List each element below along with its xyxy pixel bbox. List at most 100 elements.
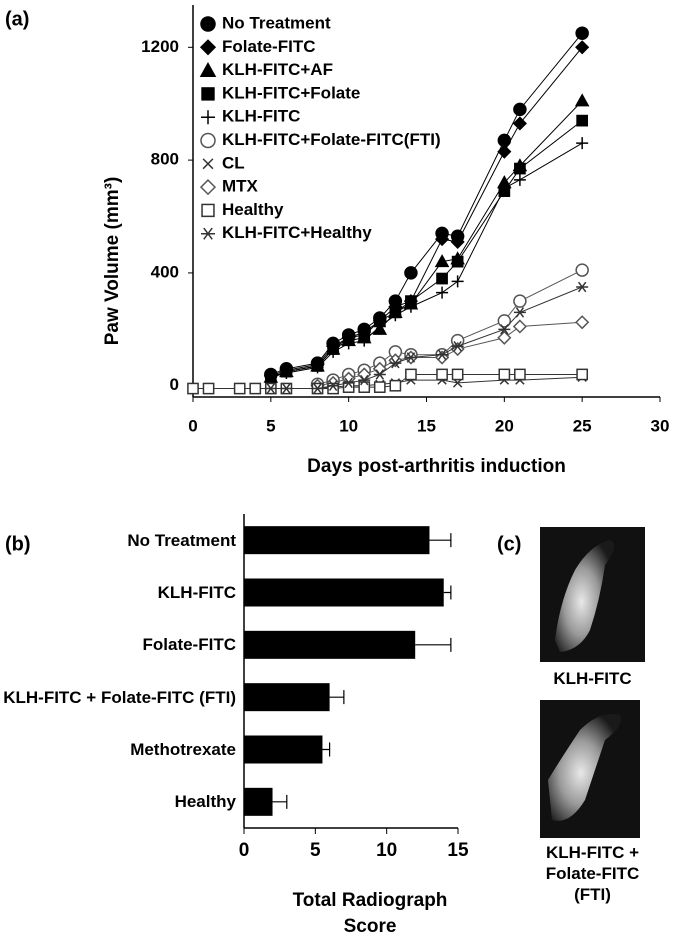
marker-shape xyxy=(280,383,293,394)
marker-shape xyxy=(451,275,464,288)
marker xyxy=(451,275,464,288)
marker-shape xyxy=(201,203,215,218)
marker xyxy=(434,254,450,268)
series-line xyxy=(270,142,583,378)
marker xyxy=(404,300,417,313)
y-tick-label: Folate-FITC xyxy=(142,635,237,655)
marker-shape xyxy=(497,330,512,345)
marker xyxy=(404,266,418,280)
marker xyxy=(497,314,512,328)
error-bar xyxy=(429,533,452,548)
panel-label: (c) xyxy=(497,533,521,555)
marker xyxy=(436,286,449,299)
image-caption: KLH-FITC + Folate-FITC (FTI) xyxy=(545,843,640,904)
marker-shape xyxy=(200,132,216,149)
marker xyxy=(199,62,217,77)
marker xyxy=(451,340,464,352)
marker-shape xyxy=(342,337,355,350)
panel-label: (a) xyxy=(5,8,29,30)
marker xyxy=(436,349,449,360)
marker-shape xyxy=(358,381,371,393)
marker-shape xyxy=(249,382,262,395)
marker xyxy=(575,315,590,330)
marker-shape xyxy=(201,227,215,240)
marker-shape xyxy=(576,114,589,127)
marker-shape xyxy=(404,266,418,280)
marker-shape xyxy=(436,349,449,360)
marker-shape xyxy=(264,371,277,384)
legend-label: KLH-FITC+Healthy xyxy=(222,223,372,242)
marker-shape xyxy=(389,309,402,322)
marker xyxy=(497,144,512,159)
marker xyxy=(327,382,339,395)
marker-shape xyxy=(327,380,340,391)
legend-label: KLH-FITC xyxy=(222,107,300,126)
x-tick-label: 15 xyxy=(447,840,469,861)
y-tick-label: KLH-FITC xyxy=(157,583,236,602)
marker-shape xyxy=(514,162,526,175)
marker-shape xyxy=(450,234,465,249)
marker-shape xyxy=(311,361,324,374)
marker-shape xyxy=(497,314,512,328)
marker-shape xyxy=(201,110,215,125)
y-tick-label: Healthy xyxy=(174,792,236,812)
x-tick-label: 15 xyxy=(417,416,436,435)
marker-shape xyxy=(199,39,217,56)
marker-shape xyxy=(202,158,214,170)
marker xyxy=(512,319,527,334)
marker-shape xyxy=(327,382,339,395)
marker-shape xyxy=(498,182,511,195)
error-bar xyxy=(329,690,345,705)
marker-shape xyxy=(373,369,386,380)
x-tick-label: 10 xyxy=(376,840,397,861)
marker xyxy=(327,380,340,391)
marker xyxy=(201,110,215,125)
marker xyxy=(200,132,216,149)
marker xyxy=(199,179,217,196)
marker xyxy=(202,382,215,395)
marker xyxy=(327,345,340,358)
x-tick-label: 10 xyxy=(339,416,358,435)
error-bar xyxy=(322,742,331,757)
marker xyxy=(311,361,324,374)
marker xyxy=(199,39,217,56)
marker xyxy=(451,368,464,381)
marker xyxy=(373,381,386,393)
marker-shape xyxy=(513,294,527,308)
marker xyxy=(389,309,402,322)
marker xyxy=(405,368,417,381)
marker-shape xyxy=(575,26,589,40)
marker xyxy=(513,173,526,186)
y-tick-label: Methotrexate xyxy=(130,740,236,759)
legend-label: MTX xyxy=(222,177,259,196)
marker-shape xyxy=(576,137,589,150)
bar xyxy=(244,630,416,659)
marker-shape xyxy=(436,368,448,381)
y-axis-label: Paw Volume (mm³) xyxy=(102,177,123,346)
y-tick-label: KLH-FITC + Folate-FITC (FTI) xyxy=(3,687,236,707)
error-bar xyxy=(443,585,452,600)
marker-shape xyxy=(389,379,402,392)
marker xyxy=(450,234,465,249)
marker xyxy=(576,368,589,381)
marker-shape xyxy=(513,307,526,318)
marker-shape xyxy=(451,340,464,352)
marker xyxy=(249,382,262,395)
marker-shape xyxy=(264,383,277,394)
marker xyxy=(574,93,590,107)
legend-label: Healthy xyxy=(222,200,284,219)
marker-shape xyxy=(575,263,589,277)
y-tick-label: 1200 xyxy=(141,37,179,56)
marker-shape xyxy=(373,320,386,333)
panel-label: (b) xyxy=(5,533,31,555)
marker xyxy=(342,377,355,389)
marker xyxy=(389,357,402,369)
bar xyxy=(244,683,330,712)
marker-shape xyxy=(436,272,448,285)
marker xyxy=(498,368,511,381)
marker xyxy=(513,307,526,318)
marker xyxy=(280,367,293,380)
marker-shape xyxy=(451,368,464,381)
marker xyxy=(280,383,293,394)
